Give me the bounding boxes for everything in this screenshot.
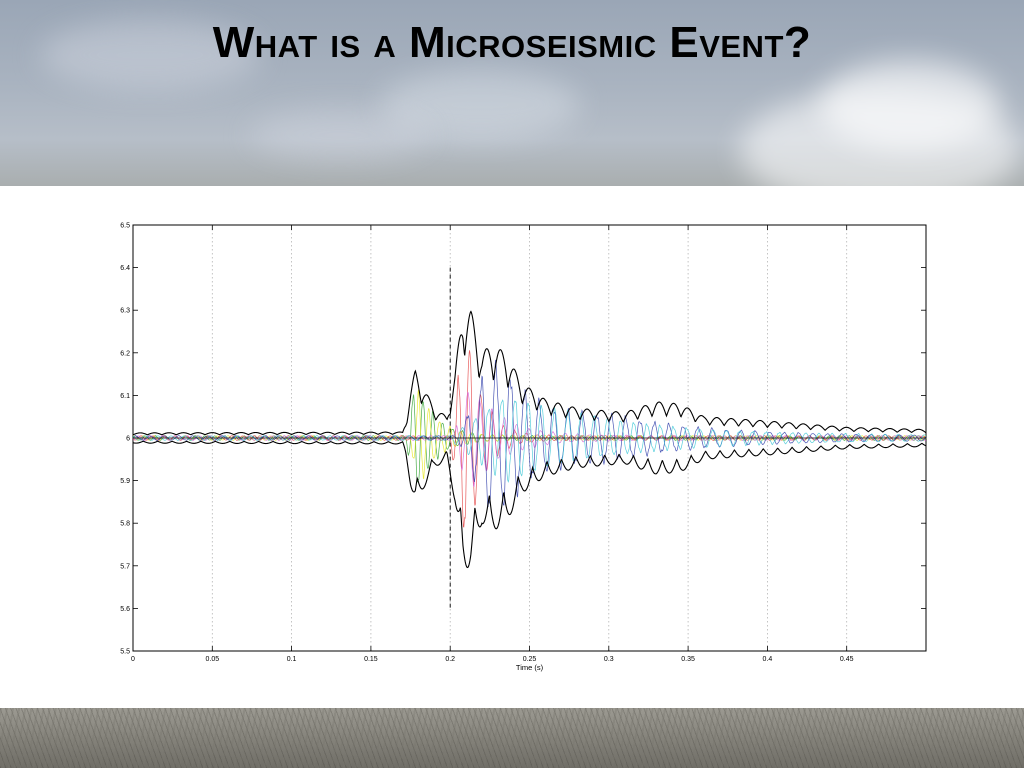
waveform-trace	[132, 399, 927, 483]
seismogram-chart: 0 0.05 0.1 0.15 0.2 0.25 0.3 0.35 0.4 0.45 5.5 5.6 5…	[110, 216, 940, 676]
x-tick-label: 0.3	[604, 656, 614, 663]
y-tick-label: 5.7	[120, 563, 130, 570]
y-tick-label: 6.2	[120, 350, 130, 357]
envelope-upper	[132, 310, 927, 436]
footer-grass-banner	[0, 708, 1024, 768]
header-banner: What is a Microseismic Event?	[0, 0, 1024, 186]
envelope-lower	[132, 440, 927, 569]
cloud-decoration	[380, 70, 580, 140]
cloud-decoration	[820, 60, 1000, 150]
x-tick-label: 0.2	[445, 656, 455, 663]
x-tick-label: 0.45	[840, 656, 854, 663]
waveform-trace	[132, 359, 927, 508]
x-tick-label: 0.1	[287, 656, 297, 663]
x-axis-label: Time (s)	[516, 663, 544, 672]
x-tick-label: 0.4	[763, 656, 773, 663]
y-tick-label: 5.8	[120, 521, 130, 528]
y-tick-label: 5.6	[120, 606, 130, 613]
y-tick-label: 6.4	[120, 265, 130, 272]
y-tick-label: 6.5	[120, 223, 130, 230]
x-tick-label: 0.35	[681, 656, 695, 663]
y-tick-label: 6	[126, 436, 130, 443]
slide-title: What is a Microseismic Event?	[212, 18, 812, 67]
x-tick-label: 0.05	[205, 656, 219, 663]
x-tick-label: 0	[131, 656, 135, 663]
y-tick-label: 5.5	[120, 649, 130, 656]
y-tick-label: 5.9	[120, 478, 130, 485]
cloud-decoration	[40, 20, 260, 90]
cloud-decoration	[250, 110, 430, 160]
y-tick-label: 6.3	[120, 308, 130, 315]
x-tick-label: 0.25	[523, 656, 537, 663]
y-tick-label: 6.1	[120, 393, 130, 400]
chart-svg: 0 0.05 0.1 0.15 0.2 0.25 0.3 0.35 0.4 0.45 5.5 5.6 5…	[120, 223, 927, 672]
x-tick-label: 0.15	[364, 656, 378, 663]
